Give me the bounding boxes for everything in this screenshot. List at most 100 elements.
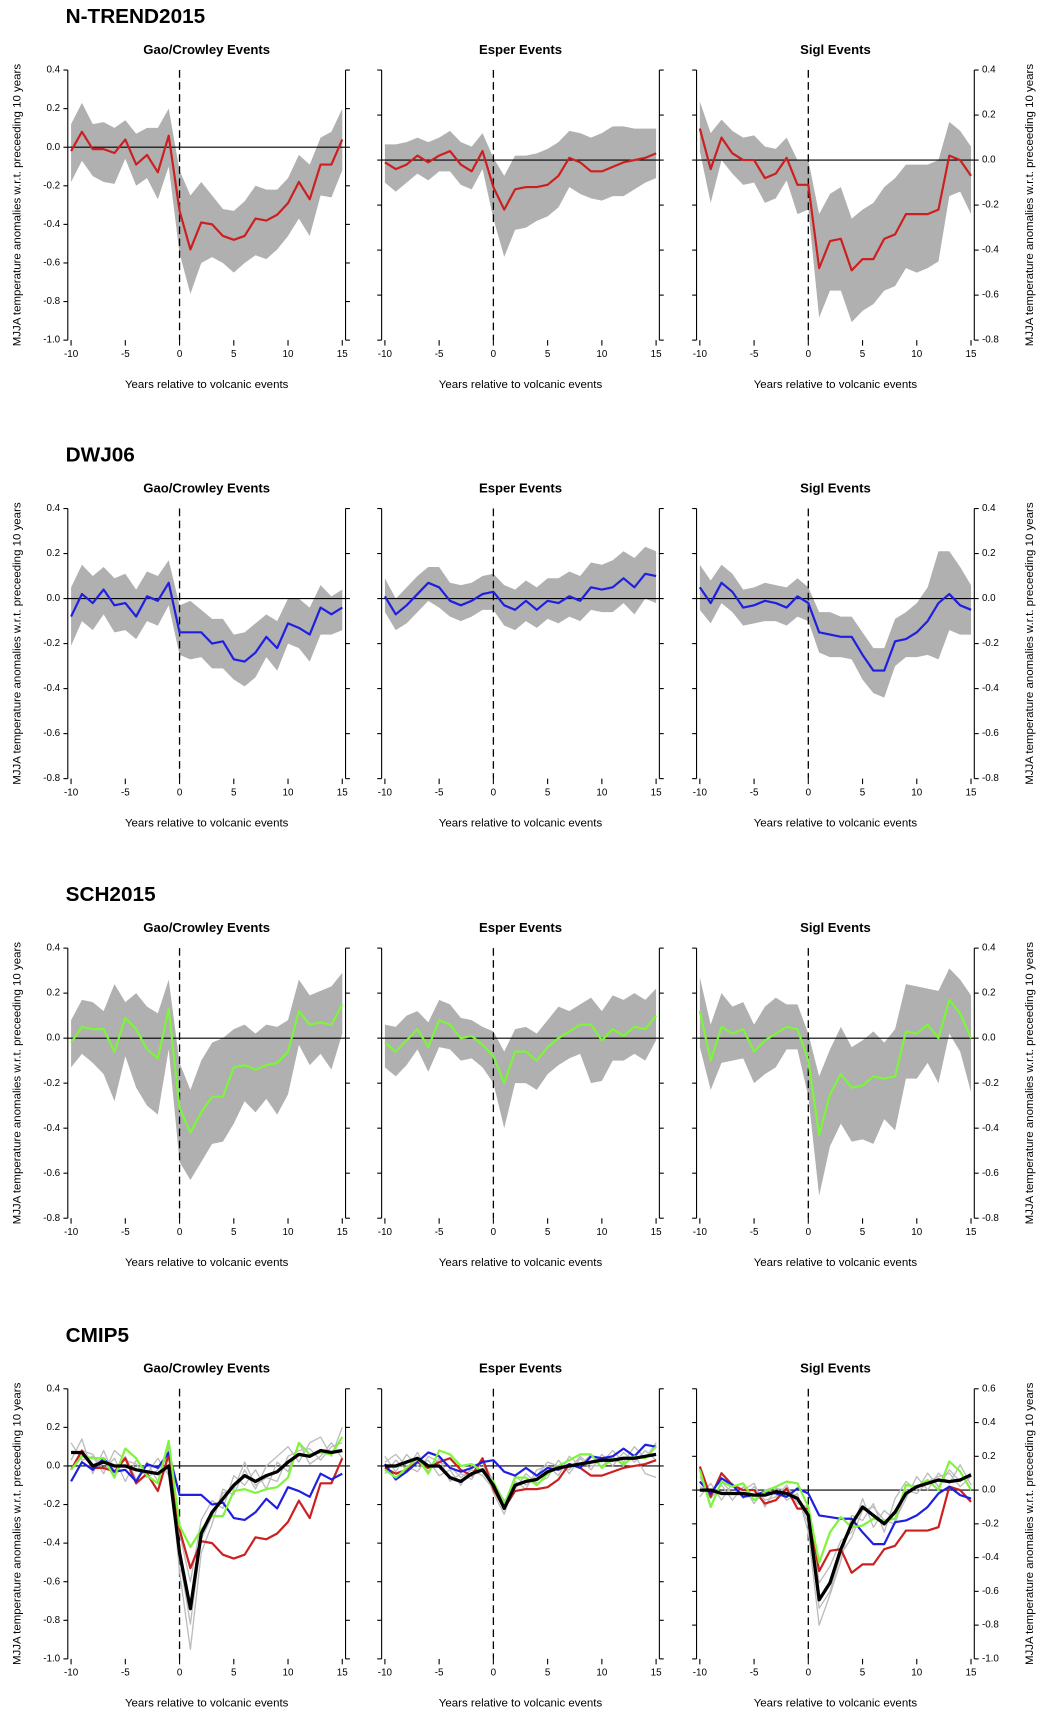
x-axis-label: Years relative to volcanic events: [754, 1257, 918, 1269]
series-line: [384, 1452, 657, 1511]
y-tick-label: -1.0: [43, 1653, 60, 1664]
y-tick-label: 0.0: [982, 155, 996, 166]
panel-title: Sigl Events: [800, 480, 871, 495]
x-tick-label: 5: [860, 349, 866, 360]
x-tick-label: 5: [860, 1668, 866, 1679]
x-tick-label: 5: [860, 1227, 866, 1238]
y-tick-label: -1.0: [43, 335, 60, 346]
y-tick-label: -0.8: [982, 1213, 999, 1224]
y-tick-label: -1.0: [982, 1653, 999, 1664]
x-axis-label: Years relative to volcanic events: [125, 817, 289, 829]
x-tick-label: 15: [966, 1668, 977, 1679]
range-band: [699, 101, 972, 323]
y-tick-label: -0.6: [43, 1576, 60, 1587]
x-tick-label: -5: [435, 1668, 444, 1679]
x-tick-label: 10: [283, 1668, 294, 1679]
y-tick-label: 0.4: [46, 943, 60, 954]
x-tick-label: 15: [651, 1227, 662, 1238]
x-axis-label: Years relative to volcanic events: [125, 1698, 289, 1710]
x-tick-label: -10: [64, 349, 79, 360]
x-axis-label: Years relative to volcanic events: [439, 379, 603, 391]
x-tick-label: 0: [491, 1668, 497, 1679]
y-tick-label: 0.2: [46, 548, 60, 559]
x-tick-label: -10: [64, 1668, 79, 1679]
range-band: [71, 102, 343, 294]
y-tick-label: 0.4: [46, 503, 60, 514]
range-band: [71, 560, 343, 687]
x-tick-label: 0: [177, 1668, 183, 1679]
x-axis-label: Years relative to volcanic events: [439, 1257, 603, 1269]
y-tick-label: -0.2: [43, 1499, 60, 1510]
x-tick-label: 0: [491, 1227, 497, 1238]
series-line: [383, 572, 657, 616]
x-tick-label: -5: [750, 349, 759, 360]
x-tick-label: 10: [283, 787, 294, 798]
x-tick-label: -5: [435, 349, 444, 360]
x-tick-label: -5: [435, 787, 444, 798]
y-axis-label: MJJA temperature anomalies w.r.t. precee…: [1024, 64, 1036, 347]
y-axis-label: MJJA temperature anomalies w.r.t. precee…: [1024, 942, 1036, 1225]
section-heading: DWJ06: [66, 444, 135, 467]
y-tick-label: -0.2: [982, 1078, 999, 1089]
x-tick-label: -5: [121, 1668, 130, 1679]
x-tick-label: 10: [911, 787, 922, 798]
y-tick-label: -0.4: [43, 219, 60, 230]
y-tick-label: -0.6: [982, 290, 999, 301]
section-heading: CMIP5: [66, 1324, 129, 1347]
x-axis-label: Years relative to volcanic events: [754, 1698, 918, 1710]
x-tick-label: 15: [337, 1227, 348, 1238]
y-tick-label: -0.6: [982, 728, 999, 739]
y-axis-label: MJJA temperature anomalies w.r.t. precee…: [12, 942, 24, 1225]
x-tick-label: 10: [596, 787, 607, 798]
panel-title: Sigl Events: [800, 920, 871, 935]
series-line: [384, 1443, 657, 1481]
y-tick-label: -0.4: [982, 1552, 999, 1563]
y-tick-label: 0.2: [982, 988, 996, 999]
y-tick-label: -0.8: [982, 773, 999, 784]
series-line: [384, 149, 657, 211]
x-tick-label: 10: [283, 349, 294, 360]
series-line: [384, 1453, 657, 1506]
x-tick-label: 5: [545, 1227, 551, 1238]
y-tick-label: -0.2: [43, 180, 60, 191]
x-tick-label: 0: [177, 349, 183, 360]
y-tick-label: -0.4: [43, 1538, 60, 1549]
y-tick-label: -0.8: [43, 1213, 60, 1224]
x-tick-label: 5: [545, 349, 551, 360]
y-tick-label: 0.0: [46, 1461, 60, 1472]
x-tick-label: 0: [491, 787, 497, 798]
y-tick-label: 0.4: [46, 65, 60, 76]
y-tick-label: -0.6: [43, 728, 60, 739]
y-tick-label: -0.2: [982, 200, 999, 211]
x-axis-label: Years relative to volcanic events: [439, 1698, 603, 1710]
x-axis-label: Years relative to volcanic events: [754, 379, 918, 391]
y-tick-label: 0.0: [46, 593, 60, 604]
y-tick-label: -0.6: [43, 1168, 60, 1179]
x-tick-label: 0: [806, 787, 812, 798]
x-tick-label: -10: [64, 1227, 79, 1238]
panel-title: Gao/Crowley Events: [143, 42, 270, 57]
y-tick-label: 0.2: [46, 988, 60, 999]
x-tick-label: 10: [911, 349, 922, 360]
series-line: [71, 1448, 343, 1611]
x-tick-label: 0: [177, 787, 183, 798]
y-axis-label: MJJA temperature anomalies w.r.t. precee…: [12, 502, 24, 785]
panel-title: Esper Events: [479, 1361, 562, 1376]
x-tick-label: 15: [337, 787, 348, 798]
x-tick-label: 0: [806, 1227, 812, 1238]
y-tick-label: -0.2: [43, 638, 60, 649]
series-line: [698, 581, 972, 672]
panel-title: Esper Events: [479, 920, 562, 935]
x-tick-label: 10: [283, 1227, 294, 1238]
series-line: [70, 581, 343, 663]
y-tick-label: -0.4: [982, 683, 999, 694]
y-tick-label: -0.4: [982, 245, 999, 256]
y-tick-label: 0.0: [46, 142, 60, 153]
y-tick-label: -0.2: [982, 638, 999, 649]
x-tick-label: -10: [378, 1668, 393, 1679]
series-line: [384, 1014, 657, 1085]
panel-title: Sigl Events: [800, 1361, 871, 1376]
panel-title: Esper Events: [479, 480, 562, 495]
x-axis-label: Years relative to volcanic events: [754, 817, 918, 829]
series-line: [384, 1442, 657, 1515]
